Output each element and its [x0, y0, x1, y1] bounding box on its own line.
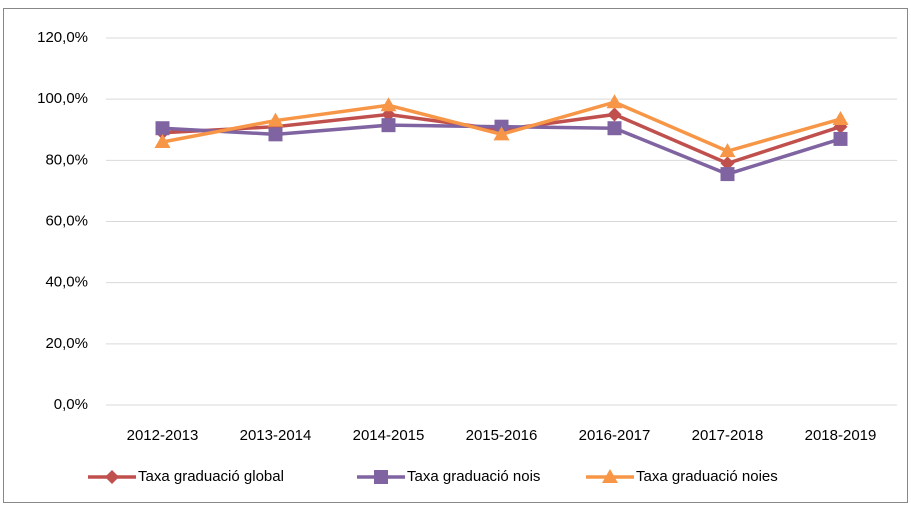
legend-label: Taxa graduació global	[138, 468, 284, 485]
x-tick-label: 2013-2014	[240, 427, 312, 444]
y-tick-label: 0,0%	[54, 396, 88, 413]
y-tick-label: 100,0%	[37, 90, 88, 107]
legend-marker	[602, 469, 618, 483]
y-tick-label: 80,0%	[45, 151, 88, 168]
data-point	[268, 127, 283, 142]
data-point	[381, 118, 396, 133]
y-tick-label: 120,0%	[37, 29, 88, 46]
data-point	[720, 156, 735, 171]
data-point	[607, 121, 622, 136]
data-point	[607, 107, 622, 122]
data-point	[267, 112, 284, 127]
legend-marker	[374, 470, 388, 484]
data-point	[493, 126, 510, 141]
legend-marker	[105, 470, 119, 484]
data-point	[719, 143, 736, 158]
legend-label: Taxa graduació nois	[407, 468, 540, 485]
y-tick-label: 60,0%	[45, 212, 88, 229]
data-point	[720, 167, 735, 182]
data-point	[606, 94, 623, 109]
chart-border	[3, 8, 908, 503]
x-tick-label: 2016-2017	[579, 427, 651, 444]
legend-label: Taxa graduació noies	[636, 468, 778, 485]
data-point	[832, 111, 849, 126]
x-tick-label: 2014-2015	[353, 427, 425, 444]
y-tick-label: 20,0%	[45, 335, 88, 352]
x-tick-label: 2012-2013	[127, 427, 199, 444]
data-point	[155, 121, 170, 136]
data-point	[833, 131, 848, 146]
x-tick-label: 2015-2016	[466, 427, 538, 444]
y-tick-label: 40,0%	[45, 274, 88, 291]
x-tick-label: 2017-2018	[692, 427, 764, 444]
x-tick-label: 2018-2019	[805, 427, 877, 444]
data-point	[154, 133, 171, 148]
data-point	[380, 97, 397, 112]
